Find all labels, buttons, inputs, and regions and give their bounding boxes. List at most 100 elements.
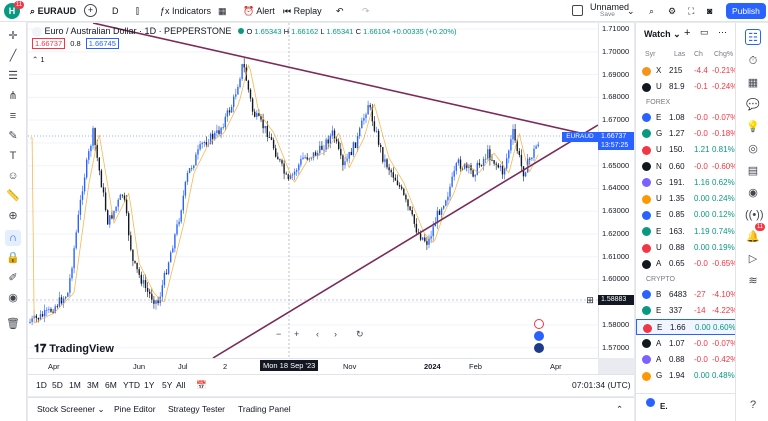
watchlist-row[interactable]: E 1.66 0.00 0.60%: [636, 319, 736, 336]
watchlist-row[interactable]: A 0.65 -0.0 -0.65%: [636, 256, 737, 272]
trash-icon[interactable]: 🗑: [6, 318, 20, 330]
watchlist-icon[interactable]: ☷: [745, 29, 761, 45]
trend-line-icon[interactable]: ╱: [9, 50, 17, 62]
layout-grid-icon[interactable]: ▦: [218, 6, 227, 16]
chart-type-icon[interactable]: ⫿: [136, 6, 139, 16]
chart-pane[interactable]: Euro / Australian Dollar · 1D · PEPPERST…: [28, 23, 598, 358]
emoji-icon[interactable]: ☺: [7, 170, 19, 182]
ask-price[interactable]: 1.66745: [85, 38, 119, 49]
symbol-search[interactable]: ⌕ EURAUD: [30, 6, 77, 16]
eye-icon[interactable]: ◉: [8, 292, 18, 304]
replay-button[interactable]: ⏮ Replay: [283, 6, 322, 16]
watchlist-row[interactable]: X 215 -4.4 -0.21%: [636, 63, 737, 79]
ruler-icon[interactable]: 📏: [6, 190, 20, 202]
zoom-in-icon[interactable]: +: [294, 329, 300, 339]
scroll-left-icon[interactable]: ‹: [316, 329, 319, 339]
watchlist-row[interactable]: G 1.94 0.00 0.48%: [636, 368, 736, 384]
tab-trading-panel[interactable]: Trading Panel: [238, 404, 291, 414]
watchlist-col-header[interactable]: Ch: [694, 51, 703, 58]
watchlist-title[interactable]: Watch ⌄: [644, 29, 681, 39]
watchlist-row[interactable]: E 163. 1.19 0.74%: [636, 224, 736, 240]
zoom-out-icon[interactable]: −: [276, 329, 282, 339]
alerts-clock-icon[interactable]: ⏱: [748, 55, 758, 67]
horizontal-lines-icon[interactable]: ☰: [8, 70, 18, 82]
help-icon[interactable]: ?: [749, 399, 757, 411]
watchlist-row[interactable]: B 6483 -27 -4.10%: [636, 287, 737, 303]
advanced-view-icon[interactable]: ▭: [700, 27, 709, 37]
fullscreen-icon[interactable]: ⛶: [688, 6, 695, 16]
watchlist-col-header[interactable]: Chg%: [714, 51, 734, 58]
watchlist-row[interactable]: E 0.85 0.00 0.12%: [636, 207, 736, 223]
crosshair-icon[interactable]: ✛: [8, 30, 18, 42]
stay-drawing-icon[interactable]: ✐: [8, 272, 18, 284]
undo-icon[interactable]: ↶: [336, 6, 344, 16]
play-icon[interactable]: ▷: [748, 253, 758, 265]
quick-search-icon[interactable]: ⌕: [649, 6, 655, 16]
range-all[interactable]: All: [176, 380, 186, 390]
watchlist-row[interactable]: A 1.07 -0.0 -0.07%: [636, 336, 737, 352]
watchlist-row[interactable]: U 1.35 0.00 0.24%: [636, 191, 736, 207]
watchlist-row[interactable]: U 81.9 -0.1 -0.24%: [636, 79, 737, 95]
add-symbol-icon[interactable]: +: [684, 27, 691, 39]
range-1m[interactable]: 1M: [69, 380, 81, 390]
calendar-icon[interactable]: ▤: [747, 165, 759, 177]
section-crypto[interactable]: CRYPTO: [646, 275, 675, 283]
tab-stock-screener[interactable]: Stock Screener ⌄: [37, 404, 105, 414]
watchlist-row[interactable]: N 0.60 -0.0 -0.60%: [636, 159, 737, 175]
publish-button[interactable]: Publish: [726, 3, 766, 19]
price-chart[interactable]: [28, 23, 598, 358]
range-3m[interactable]: 3M: [87, 380, 99, 390]
range-6m[interactable]: 6M: [105, 380, 117, 390]
interval-button[interactable]: D: [112, 6, 119, 16]
range-ytd[interactable]: YTD: [123, 380, 140, 390]
notifications-bell-icon[interactable]: 🔔: [746, 231, 760, 243]
dividend-event-icon[interactable]: [534, 343, 544, 353]
broadcast-icon[interactable]: ◉: [748, 187, 758, 199]
ideas-icon[interactable]: 💡: [746, 121, 760, 133]
tab-pine-editor[interactable]: Pine Editor: [114, 404, 156, 414]
indicator-toggle[interactable]: ⌃ 1: [32, 55, 45, 64]
brush-icon[interactable]: ✎: [8, 130, 18, 142]
scroll-right-icon[interactable]: ›: [334, 329, 337, 339]
watchlist-col-header[interactable]: Syr: [645, 51, 656, 58]
compare-plus-icon[interactable]: +: [84, 4, 97, 17]
save-label[interactable]: Save: [600, 11, 615, 18]
layout-name[interactable]: Unnamed: [590, 2, 630, 12]
chat-icon[interactable]: 💬: [746, 99, 760, 111]
watchlist-col-header[interactable]: Las: [674, 51, 686, 58]
target-icon[interactable]: ◎: [748, 143, 758, 155]
magnet-icon[interactable]: ∩: [5, 230, 21, 246]
layout-icon[interactable]: [572, 5, 583, 16]
redo-icon[interactable]: ↷: [362, 6, 370, 16]
utc-clock[interactable]: 07:01:34 (UTC): [572, 380, 631, 390]
price-axis[interactable]: 1.710001.700001.690001.680001.670001.660…: [598, 23, 634, 358]
pitchfork-icon[interactable]: ⋔: [8, 90, 18, 102]
flash-event-icon[interactable]: [534, 319, 544, 329]
stream-icon[interactable]: ≋: [748, 275, 758, 287]
lock-drawings-icon[interactable]: 🔒: [6, 252, 20, 264]
settings-gear-icon[interactable]: ⚙: [668, 6, 677, 16]
fib-retracement-icon[interactable]: ≡: [9, 110, 17, 122]
footer-symbol[interactable]: E.: [660, 402, 668, 411]
more-icon[interactable]: ⋯: [718, 27, 727, 37]
watchlist-row[interactable]: E 1.08 -0.0 -0.07%: [636, 110, 737, 126]
goto-date-icon[interactable]: 📅: [196, 380, 207, 390]
streams-icon[interactable]: ((•)): [745, 209, 764, 221]
section-forex[interactable]: FOREX: [646, 98, 671, 106]
indicators-button[interactable]: ƒx Indicators: [160, 6, 212, 16]
alert-button[interactable]: ⏰ Alert: [243, 6, 275, 16]
data-window-icon[interactable]: ▦: [747, 77, 759, 89]
chevron-down-icon[interactable]: ⌄: [627, 6, 635, 16]
range-5d[interactable]: 5D: [52, 380, 63, 390]
watchlist-row[interactable]: U 0.88 0.00 0.19%: [636, 240, 736, 256]
watchlist-row[interactable]: A 0.88 -0.0 -0.42%: [636, 352, 737, 368]
collapse-panel-icon[interactable]: ⌃: [616, 404, 624, 414]
tab-strategy-tester[interactable]: Strategy Tester: [168, 404, 226, 414]
earnings-event-icon[interactable]: [534, 331, 544, 341]
text-tool-icon[interactable]: T: [9, 150, 17, 162]
camera-icon[interactable]: ◙: [707, 6, 713, 16]
range-5y[interactable]: 5Y: [162, 380, 173, 390]
watchlist-row[interactable]: U 150. 1.21 0.81%: [636, 142, 736, 158]
bid-price[interactable]: 1.66737: [32, 38, 66, 49]
reset-chart-icon[interactable]: ↻: [356, 329, 364, 339]
